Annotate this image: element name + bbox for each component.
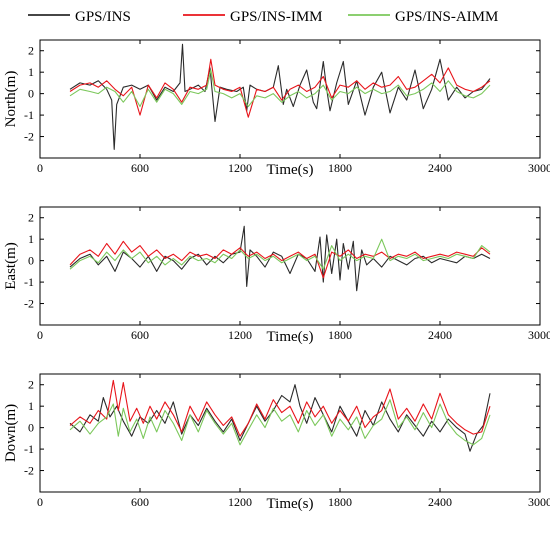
x-tick-label: 3000 bbox=[528, 495, 550, 509]
x-tick-label: 600 bbox=[131, 328, 149, 342]
legend-item-gps-ins: GPS/INS bbox=[28, 9, 131, 25]
x-tick-label: 0 bbox=[37, 328, 43, 342]
y-tick-labels: -2 -1 0 1 2 bbox=[24, 211, 34, 311]
panel-east: -2 -1 0 1 2 0 600 1200 1800 2400 3000 Time(s) Eas… bbox=[3, 206, 550, 345]
x-tick-label: 3000 bbox=[528, 328, 550, 342]
series-line-gps-ins-imm bbox=[69, 379, 491, 437]
x-tick-labels: 0 600 1200 1800 2400 3000 bbox=[37, 495, 550, 509]
x-axis-label: Time(s) bbox=[267, 162, 314, 178]
plot-frame bbox=[39, 39, 541, 159]
plot-frame bbox=[39, 373, 541, 493]
series-lines bbox=[69, 225, 491, 292]
y-axis-label: East(m) bbox=[3, 242, 19, 289]
series-line-gps-ins bbox=[69, 384, 491, 452]
series-line-gps-ins-imm bbox=[69, 240, 491, 279]
y-tick-labels: -2 -1 0 1 2 bbox=[24, 44, 34, 144]
y-tick-label: -1 bbox=[24, 442, 34, 456]
panel-north: -2 -1 0 1 2 0 600 1200 1800 2400 3000 Time(s) Nor… bbox=[3, 39, 550, 178]
series-line-gps-ins bbox=[69, 225, 491, 292]
x-tick-label: 1800 bbox=[328, 495, 352, 509]
series-line-gps-ins-aimm bbox=[69, 399, 491, 446]
x-tick-labels: 0 600 1200 1800 2400 3000 bbox=[37, 161, 550, 175]
y-axis-label: Down(m) bbox=[3, 404, 19, 462]
tick-marks bbox=[39, 374, 541, 492]
tick-marks bbox=[39, 40, 541, 158]
x-tick-label: 0 bbox=[37, 161, 43, 175]
series-lines bbox=[69, 43, 491, 150]
x-tick-label: 1200 bbox=[228, 495, 252, 509]
x-tick-label: 1200 bbox=[228, 328, 252, 342]
series-line-gps-ins-aimm bbox=[69, 69, 491, 108]
y-tick-label: 2 bbox=[28, 44, 34, 58]
legend-label-gps-ins: GPS/INS bbox=[75, 9, 131, 25]
series-lines bbox=[69, 379, 491, 452]
x-tick-label: 1200 bbox=[228, 161, 252, 175]
tick-marks bbox=[39, 207, 541, 325]
x-tick-label: 2400 bbox=[428, 495, 452, 509]
legend-item-gps-ins-aimm: GPS/INS-AIMM bbox=[348, 9, 498, 25]
y-tick-label: -1 bbox=[24, 108, 34, 122]
plot-frame bbox=[39, 206, 541, 326]
series-line-gps-ins-aimm bbox=[69, 238, 491, 270]
legend-item-gps-ins-imm: GPS/INS-IMM bbox=[183, 9, 323, 25]
series-line-gps-ins-imm bbox=[69, 58, 491, 118]
x-axis-label: Time(s) bbox=[267, 496, 314, 512]
legend-label-gps-ins-aimm: GPS/INS-AIMM bbox=[395, 9, 498, 25]
y-tick-label: 0 bbox=[28, 254, 34, 268]
y-tick-label: 0 bbox=[28, 421, 34, 435]
panel-down: -2 -1 0 1 2 0 600 1200 1800 2400 3000 Time(s) Dow… bbox=[3, 373, 550, 512]
y-tick-label: 2 bbox=[28, 378, 34, 392]
y-tick-label: 2 bbox=[28, 211, 34, 225]
x-tick-label: 2400 bbox=[428, 161, 452, 175]
x-tick-label: 0 bbox=[37, 495, 43, 509]
y-tick-label: 1 bbox=[28, 65, 34, 79]
y-tick-label: 1 bbox=[28, 399, 34, 413]
x-tick-label: 600 bbox=[131, 495, 149, 509]
legend: GPS/INS GPS/INS-IMM GPS/INS-AIMM bbox=[28, 9, 498, 25]
x-tick-label: 2400 bbox=[428, 328, 452, 342]
y-axis-label: North(m) bbox=[3, 71, 19, 128]
y-tick-labels: -2 -1 0 1 2 bbox=[24, 378, 34, 478]
y-tick-label: -2 bbox=[24, 130, 34, 144]
x-axis-label: Time(s) bbox=[267, 329, 314, 345]
y-tick-label: 1 bbox=[28, 232, 34, 246]
legend-label-gps-ins-imm: GPS/INS-IMM bbox=[230, 9, 323, 25]
x-tick-label: 3000 bbox=[528, 161, 550, 175]
y-tick-label: 0 bbox=[28, 87, 34, 101]
y-tick-label: -1 bbox=[24, 275, 34, 289]
x-tick-label: 1800 bbox=[328, 328, 352, 342]
x-tick-labels: 0 600 1200 1800 2400 3000 bbox=[37, 328, 550, 342]
x-tick-label: 600 bbox=[131, 161, 149, 175]
y-tick-label: -2 bbox=[24, 297, 34, 311]
y-tick-label: -2 bbox=[24, 464, 34, 478]
x-tick-label: 1800 bbox=[328, 161, 352, 175]
